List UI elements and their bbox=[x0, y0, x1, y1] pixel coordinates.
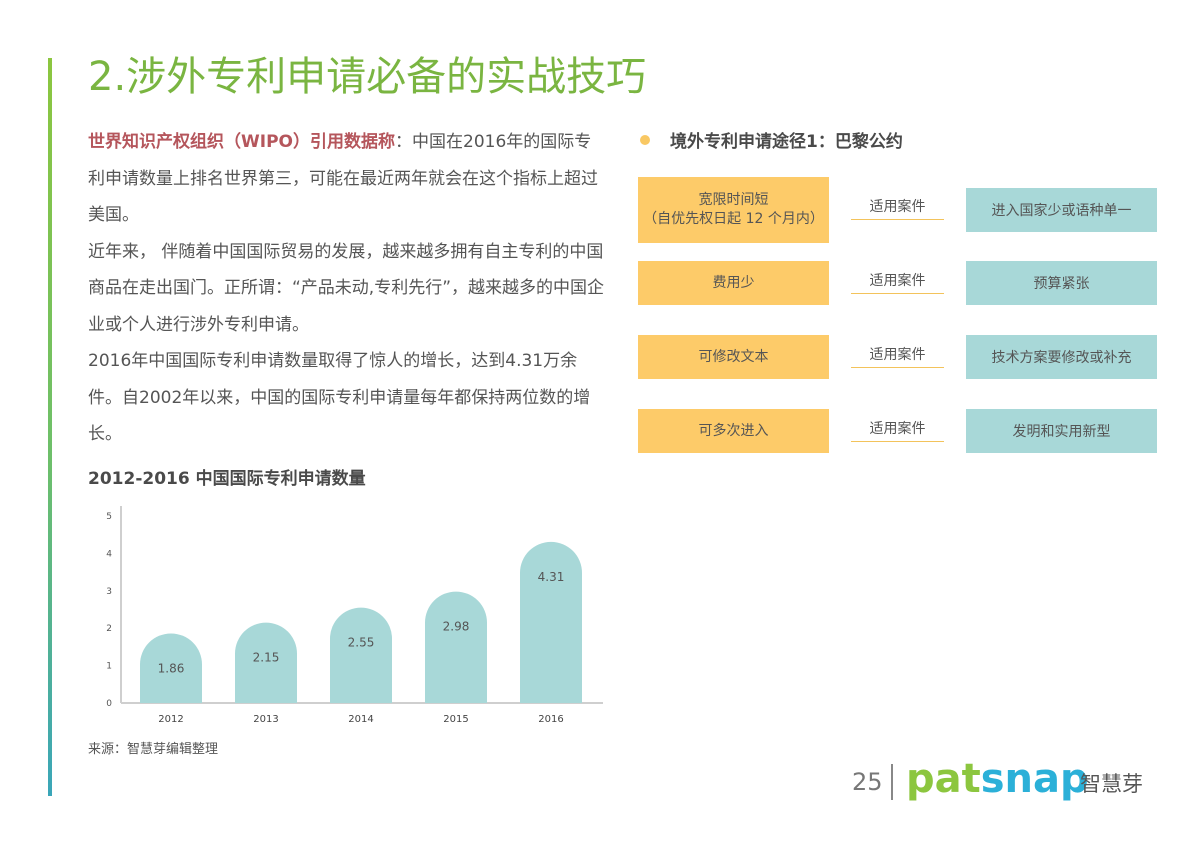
page-title: 2.涉外专利申请必备的实战技巧 bbox=[88, 54, 647, 100]
advantage-label: 可修改文本 bbox=[698, 348, 769, 365]
brand-part-1: pat bbox=[906, 756, 981, 802]
connector-label: 适用案件 bbox=[851, 345, 944, 368]
chart-title: 2012-2016 中国国际专利申请数量 bbox=[88, 469, 366, 489]
bar-chart: 0 1 2 3 4 5 1.86 2012 2.15 2013 2.55 2014 2.98 2015 4.… bbox=[106, 506, 603, 725]
bar bbox=[235, 622, 297, 703]
chart-source: 来源：智慧芽编辑整理 bbox=[88, 742, 219, 757]
route-row: 费用少 适用案件 预算紧张 bbox=[638, 261, 1158, 315]
bar bbox=[140, 633, 202, 703]
advantage-box: 可多次进入 bbox=[638, 409, 829, 453]
intro-paragraph-1: 世界知识产权组织（WIPO）引用数据称：中国在2016年的国际专利申请数量上排名… bbox=[88, 124, 608, 234]
data-label: 4.31 bbox=[538, 570, 565, 584]
y-tick-label: 5 bbox=[106, 512, 112, 522]
advantage-label: 可多次进入 bbox=[698, 422, 769, 439]
x-tick-label: 2014 bbox=[348, 714, 373, 725]
x-tick-label: 2015 bbox=[443, 714, 468, 725]
case-box: 技术方案要修改或补充 bbox=[966, 335, 1157, 379]
route-row: 可多次进入 适用案件 发明和实用新型 bbox=[638, 409, 1158, 463]
case-box: 预算紧张 bbox=[966, 261, 1157, 305]
footer-divider bbox=[891, 764, 893, 800]
case-box: 发明和实用新型 bbox=[966, 409, 1157, 453]
intro-text-1: ：中国在2016年的国际专利申请数量上排名世界第三，可能在最近两年就会在这个指标… bbox=[88, 132, 598, 225]
advantage-sublabel: （自优先权日起 12 个月内） bbox=[643, 211, 824, 227]
intro-highlight: 世界知识产权组织（WIPO）引用数据称 bbox=[88, 132, 395, 152]
intro-paragraph-3: 2016年中国国际专利申请数量取得了惊人的增长，达到4.31万余件。自2002年… bbox=[88, 351, 591, 444]
bar bbox=[330, 607, 392, 703]
y-tick-label: 3 bbox=[106, 587, 112, 597]
y-tick-label: 1 bbox=[106, 662, 112, 672]
page-number: 25 bbox=[852, 768, 883, 796]
connector-label: 适用案件 bbox=[851, 271, 944, 294]
route-row: 可修改文本 适用案件 技术方案要修改或补充 bbox=[638, 335, 1158, 389]
brand-logo: patsnap bbox=[906, 756, 1089, 802]
bullet-dot-icon bbox=[640, 134, 650, 145]
data-label: 1.86 bbox=[158, 661, 185, 675]
x-tick-label: 2013 bbox=[253, 714, 278, 725]
route-row: 宽限时间短 （自优先权日起 12 个月内） 适用案件 进入国家少或语种单一 bbox=[638, 177, 1158, 243]
advantage-box: 可修改文本 bbox=[638, 335, 829, 379]
advantage-label: 宽限时间短 bbox=[698, 192, 769, 208]
y-tick-label: 4 bbox=[106, 549, 112, 559]
brand-part-2: snap bbox=[980, 756, 1089, 802]
advantage-label: 费用少 bbox=[712, 274, 755, 291]
route-heading: 境外专利申请途径1：巴黎公约 bbox=[640, 127, 903, 152]
data-label: 2.55 bbox=[348, 636, 375, 650]
route-heading-text: 境外专利申请途径1：巴黎公约 bbox=[670, 132, 903, 152]
bar bbox=[425, 591, 487, 703]
intro-paragraph-2: 近年来， 伴随着中国国际贸易的发展，越来越多拥有自主专利的中国商品在走出国门。正… bbox=[88, 241, 605, 335]
y-tick-label: 0 bbox=[106, 699, 112, 709]
data-label: 2.98 bbox=[443, 620, 470, 634]
x-tick-label: 2012 bbox=[158, 714, 183, 725]
y-tick-label: 2 bbox=[106, 624, 112, 634]
bar bbox=[520, 541, 582, 703]
advantage-box: 宽限时间短 （自优先权日起 12 个月内） bbox=[638, 177, 829, 243]
connector-label: 适用案件 bbox=[851, 419, 944, 442]
brand-chinese-name: 智慧芽 bbox=[1080, 772, 1143, 796]
advantage-box: 费用少 bbox=[638, 261, 829, 305]
accent-bar bbox=[48, 58, 52, 796]
case-box: 进入国家少或语种单一 bbox=[966, 188, 1157, 232]
x-tick-label: 2016 bbox=[538, 714, 563, 725]
connector-label: 适用案件 bbox=[851, 197, 944, 220]
intro-text: 世界知识产权组织（WIPO）引用数据称：中国在2016年的国际专利申请数量上排名… bbox=[88, 124, 608, 453]
data-label: 2.15 bbox=[253, 651, 280, 665]
